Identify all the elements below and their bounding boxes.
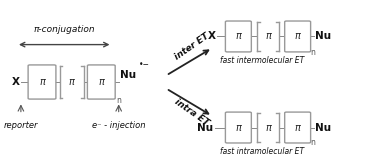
Bar xyxy=(257,22,279,51)
Text: reporter: reporter xyxy=(4,121,38,130)
FancyBboxPatch shape xyxy=(285,112,311,143)
Text: X: X xyxy=(208,31,216,41)
Text: π: π xyxy=(295,31,301,41)
Text: π: π xyxy=(39,77,45,87)
Text: π: π xyxy=(265,123,271,133)
Text: Nu: Nu xyxy=(197,123,214,133)
Text: Nu: Nu xyxy=(120,71,136,81)
Text: inter ET: inter ET xyxy=(173,32,211,62)
FancyBboxPatch shape xyxy=(285,21,311,52)
FancyBboxPatch shape xyxy=(225,21,251,52)
Text: Nu: Nu xyxy=(315,31,332,41)
Text: fast intermolecular ET: fast intermolecular ET xyxy=(220,56,305,65)
Bar xyxy=(257,113,279,142)
Text: intra ET: intra ET xyxy=(173,97,211,127)
FancyBboxPatch shape xyxy=(225,112,251,143)
Text: X: X xyxy=(12,77,20,87)
Text: fast intramolecular ET: fast intramolecular ET xyxy=(220,147,305,156)
Text: e⁻ - injection: e⁻ - injection xyxy=(92,121,146,130)
Text: π: π xyxy=(235,31,241,41)
Text: •−: •− xyxy=(139,60,150,69)
Text: π: π xyxy=(235,123,241,133)
Text: π: π xyxy=(265,31,271,41)
Text: n: n xyxy=(310,48,315,57)
FancyBboxPatch shape xyxy=(28,65,56,99)
Text: π-conjugation: π-conjugation xyxy=(33,25,95,34)
Text: π: π xyxy=(98,77,104,87)
Text: n: n xyxy=(116,96,121,105)
Text: π: π xyxy=(295,123,301,133)
Text: π: π xyxy=(69,77,74,87)
FancyBboxPatch shape xyxy=(87,65,115,99)
Text: Nu: Nu xyxy=(315,123,332,133)
Bar xyxy=(60,66,84,98)
Text: n: n xyxy=(310,138,315,147)
